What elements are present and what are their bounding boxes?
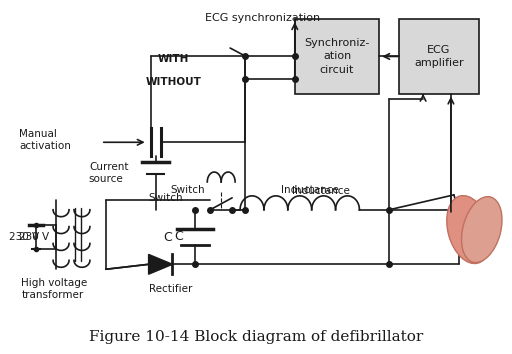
Text: C: C <box>174 230 183 243</box>
Text: Switch: Switch <box>148 193 183 203</box>
Text: WITH: WITH <box>158 54 189 64</box>
FancyBboxPatch shape <box>295 19 379 94</box>
Text: 230 V: 230 V <box>9 232 39 241</box>
Text: Switch: Switch <box>170 185 205 195</box>
Text: Synchroniz-
ation
circuit: Synchroniz- ation circuit <box>304 38 370 75</box>
Ellipse shape <box>461 196 502 263</box>
Text: Rectifier: Rectifier <box>148 284 192 294</box>
Text: Inductance: Inductance <box>292 186 350 196</box>
Polygon shape <box>148 255 173 274</box>
Text: ECG
amplifier: ECG amplifier <box>414 45 464 68</box>
FancyBboxPatch shape <box>399 19 479 94</box>
Text: WITHOUT: WITHOUT <box>145 77 202 87</box>
Text: Figure 10-14 Block diagram of defibrillator: Figure 10-14 Block diagram of defibrilla… <box>89 330 423 344</box>
Text: C: C <box>163 230 172 244</box>
Ellipse shape <box>447 196 491 264</box>
Text: Manual
activation: Manual activation <box>19 130 71 151</box>
Text: High voltage
transformer: High voltage transformer <box>22 278 88 300</box>
Text: Inductance: Inductance <box>281 185 338 195</box>
Text: Current
source: Current source <box>89 162 129 184</box>
Text: ECG synchronization: ECG synchronization <box>205 13 321 23</box>
Text: 230 V: 230 V <box>19 232 50 241</box>
